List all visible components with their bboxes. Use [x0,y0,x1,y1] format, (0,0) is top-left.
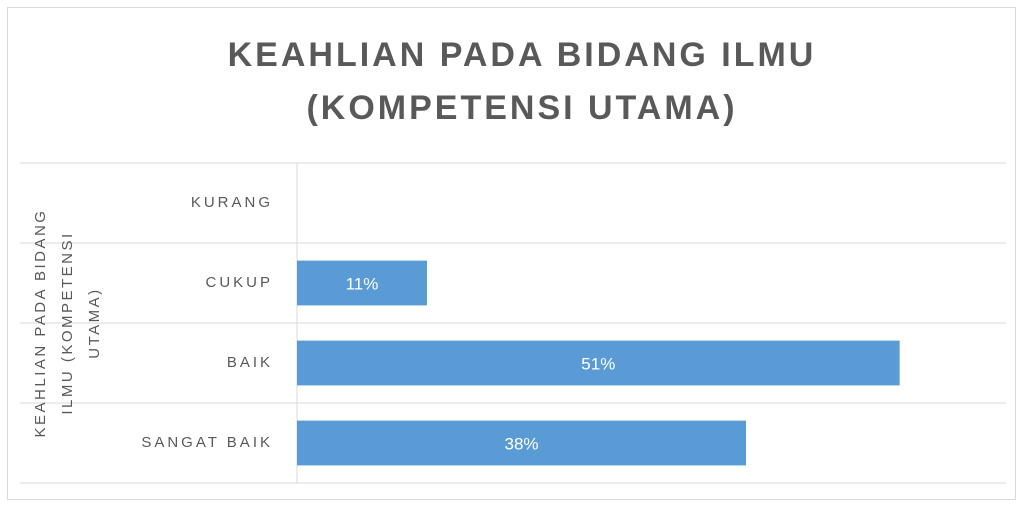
y-axis-title: ILMU (KOMPETENSI [59,231,76,414]
y-tick-label: KURANG [191,194,273,211]
chart-frame [7,7,1016,500]
y-tick-label: CUKUP [205,274,273,291]
bar [297,420,747,466]
y-tick-label: SANGAT BAIK [141,434,273,451]
bar [297,260,427,306]
y-axis-title: KEAHLIAN PADA BIDANG [32,209,49,438]
bar [297,340,900,386]
data-label: 38% [505,434,539,453]
y-tick-label: BAIK [227,354,273,371]
data-label: 51% [581,354,615,373]
chart-title: (KOMPETENSI UTAMA) [306,89,737,127]
data-label: 11% [346,274,379,293]
chart-title: KEAHLIAN PADA BIDANG ILMU [228,36,817,74]
y-axis-title: UTAMA) [86,287,103,358]
